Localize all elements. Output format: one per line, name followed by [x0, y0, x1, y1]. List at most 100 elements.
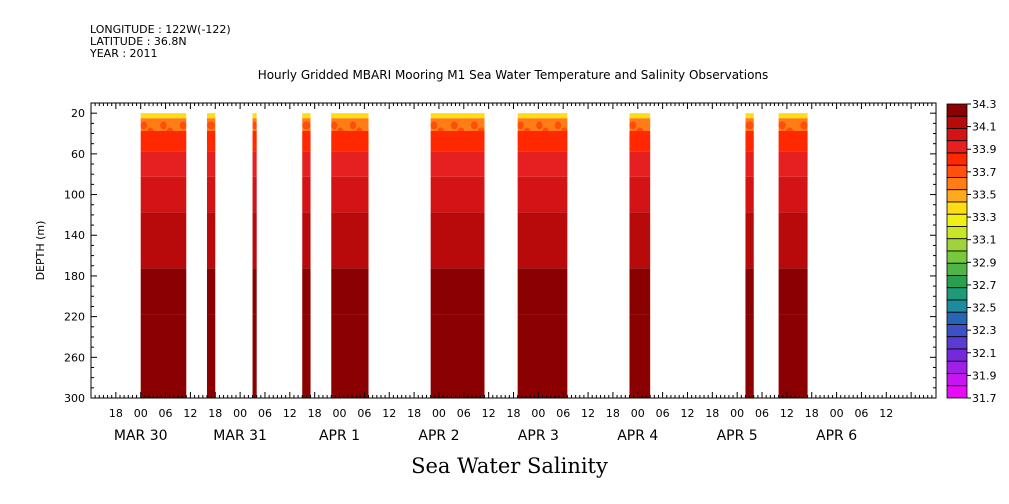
data-block — [778, 113, 808, 398]
salinity-band — [745, 314, 754, 398]
salinity-band — [430, 151, 485, 177]
y-tick-label: 60 — [71, 148, 85, 161]
colorbar-swatch — [946, 152, 968, 166]
colorbar-swatch — [946, 226, 968, 240]
y-tick-label: 20 — [71, 107, 85, 120]
salinity-band — [517, 130, 568, 152]
data-blocks-layer — [140, 113, 808, 398]
data-block — [206, 113, 216, 398]
salinity-band — [745, 176, 754, 213]
salinity-band — [745, 151, 754, 177]
salinity-patch — [173, 133, 180, 142]
data-block — [745, 113, 754, 398]
salinity-band — [629, 113, 651, 119]
salinity-band — [778, 130, 808, 152]
colorbar-swatch — [946, 177, 968, 191]
salinity-band — [430, 113, 485, 119]
salinity-band — [517, 268, 568, 315]
x-hour-label: 18 — [705, 407, 719, 420]
x-hour-label: 00 — [830, 407, 844, 420]
x-hour-label: 00 — [631, 407, 645, 420]
x-hour-label: 12 — [680, 407, 694, 420]
salinity-patch — [636, 127, 644, 136]
x-hour-label: 06 — [755, 407, 769, 420]
salinity-band — [302, 268, 311, 315]
colorbar-label: 31.7 — [972, 392, 997, 405]
salinity-band — [778, 176, 808, 213]
x-hour-label: 00 — [730, 407, 744, 420]
colorbar-label: 34.1 — [972, 121, 997, 134]
colorbar-label: 33.9 — [972, 143, 997, 156]
data-block — [252, 113, 257, 398]
salinity-patch — [517, 121, 524, 130]
x-hour-label: 06 — [457, 407, 471, 420]
x-hour-label: 06 — [258, 407, 272, 420]
salinity-band — [629, 314, 651, 398]
colorbar-label: 32.9 — [972, 256, 997, 269]
salinity-patch — [140, 121, 148, 130]
salinity-band — [778, 314, 808, 398]
salinity-band — [430, 118, 485, 131]
salinity-patch — [542, 127, 549, 136]
x-day-label: APR 1 — [319, 428, 360, 444]
salinity-band — [302, 151, 311, 177]
colorbar-swatch — [946, 360, 968, 374]
x-hour-label: 00 — [134, 407, 148, 420]
x-hour-label: 18 — [805, 407, 819, 420]
y-tick-label: 300 — [64, 392, 85, 405]
salinity-patch — [153, 133, 161, 142]
y-tick-label: 100 — [64, 189, 85, 202]
salinity-patch — [561, 127, 568, 136]
salinity-band — [430, 314, 485, 398]
colorbar-swatch — [946, 275, 968, 289]
y-tick-label: 260 — [64, 351, 85, 364]
salinity-patch — [160, 121, 167, 130]
salinity-patch — [356, 127, 363, 136]
longitude-text: LONGITUDE : 122W(-122) — [90, 23, 231, 36]
chart-title: Hourly Gridded MBARI Mooring M1 Sea Wate… — [257, 68, 769, 82]
colorbar-swatch — [946, 287, 968, 301]
salinity-band — [206, 212, 216, 269]
x-hour-label: 00 — [432, 407, 446, 420]
salinity-band — [517, 118, 568, 131]
colorbar-swatch — [946, 189, 968, 203]
x-day-label: MAR 31 — [213, 428, 267, 444]
salinity-band — [140, 212, 187, 269]
salinity-band — [745, 113, 754, 119]
colorbar-swatch — [946, 140, 968, 154]
salinity-band — [206, 113, 216, 119]
colorbar-layer: 34.3 34.1 33.9 33.7 33.5 33.3 33.1 32.9 32.7 32.5… — [946, 98, 997, 405]
x-hour-label: 18 — [606, 407, 620, 420]
salinity-patch — [331, 121, 338, 130]
salinity-patch — [793, 133, 801, 142]
x-hour-label: 00 — [233, 407, 247, 420]
latitude-text: LATITUDE : 36.8N — [90, 35, 187, 48]
year-text: YEAR : 2011 — [90, 47, 158, 60]
salinity-band — [778, 151, 808, 177]
salinity-patch — [464, 133, 472, 142]
salinity-band — [629, 268, 651, 315]
colorbar-swatch — [946, 213, 968, 227]
colorbar-swatch — [946, 336, 968, 350]
salinity-band — [302, 176, 311, 213]
colorbar-swatch — [946, 115, 968, 129]
colorbar-label: 33.1 — [972, 234, 997, 247]
x-day-label: APR 4 — [617, 428, 658, 444]
colorbar-label: 33.7 — [972, 166, 997, 179]
x-hour-label: 12 — [581, 407, 595, 420]
salinity-patch — [147, 127, 154, 136]
x-day-label: APR 5 — [717, 428, 758, 444]
salinity-band — [629, 176, 651, 213]
salinity-patch — [800, 121, 808, 130]
data-block — [140, 113, 187, 398]
salinity-patch — [343, 133, 350, 142]
salinity-band — [140, 130, 187, 152]
x-hour-label: 00 — [531, 407, 545, 420]
x-hour-label: 12 — [482, 407, 496, 420]
salinity-band — [430, 130, 485, 152]
x-hour-label: 06 — [656, 407, 670, 420]
salinity-band — [745, 268, 754, 315]
x-hour-label: 06 — [556, 407, 570, 420]
salinity-band — [778, 113, 808, 119]
